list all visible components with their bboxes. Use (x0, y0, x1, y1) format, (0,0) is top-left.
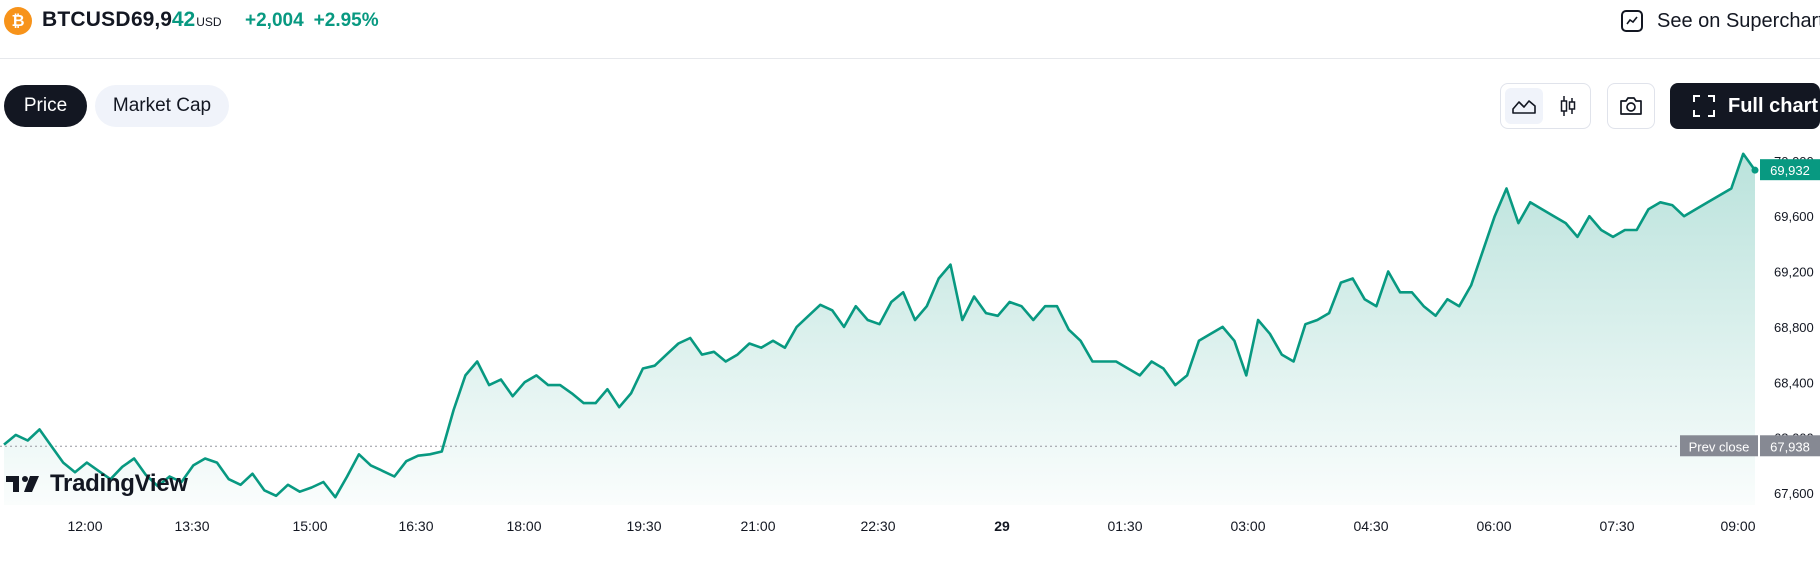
price-series-line (3, 152, 1757, 499)
x-tick-label: 21:00 (740, 518, 775, 534)
current-price-label-bg (1760, 159, 1820, 181)
symbol-header: ₿ BTCUSD 69,942USD +2,004 +2.95% See on S… (0, 0, 1820, 59)
price-area-fill (4, 153, 1755, 506)
x-tick-label: 12:00 (67, 518, 102, 534)
x-tick-label: 16:30 (398, 518, 433, 534)
tradingview-watermark: TradingView (6, 470, 188, 498)
x-tick-label: 01:30 (1107, 518, 1142, 534)
full-chart-label: Full chart (1728, 94, 1819, 117)
last-price: 69,942USD (131, 8, 222, 32)
expand-icon (1693, 95, 1715, 117)
x-tick-label: 03:00 (1230, 518, 1265, 534)
x-tick-label: 29 (994, 518, 1010, 534)
y-tick-label: 68,400 (1774, 375, 1814, 390)
current-price-label: 69,932 (1770, 163, 1810, 178)
line-chart-square-icon (1621, 10, 1643, 32)
supercharts-label: See on Supercharts (1657, 9, 1820, 32)
x-tick-label: 09:00 (1720, 518, 1755, 534)
x-tick-label: 19:30 (626, 518, 661, 534)
bitcoin-icon: ₿ (4, 7, 32, 35)
x-tick-label: 07:30 (1599, 518, 1634, 534)
camera-icon[interactable] (1607, 83, 1655, 129)
area-chart-icon[interactable] (1505, 88, 1543, 124)
last-price-point (1751, 166, 1759, 174)
y-tick-label: 67,600 (1774, 486, 1814, 501)
tab-price[interactable]: Price (4, 85, 87, 127)
prev-close-tag-bg (1680, 435, 1758, 457)
x-tick-label: 06:00 (1476, 518, 1511, 534)
symbol-name: BTCUSD (42, 8, 131, 31)
y-tick-label: 69,600 (1774, 209, 1814, 224)
x-tick-label: 04:30 (1353, 518, 1388, 534)
tab-market-cap[interactable]: Market Cap (95, 85, 229, 127)
x-tick-label: 15:00 (292, 518, 327, 534)
y-tick-label: 68,800 (1774, 320, 1814, 335)
tradingview-logo (6, 476, 39, 492)
x-tick-label: 18:00 (506, 518, 541, 534)
chart-type-switcher (1500, 83, 1591, 129)
change-percent: +2.95% (313, 10, 379, 31)
see-on-supercharts-link[interactable]: See on Supercharts (1621, 6, 1820, 36)
price-tail: 42 (171, 8, 196, 31)
prev-close-label-bg (1760, 435, 1820, 457)
prev-close-tag: Prev close (1689, 439, 1750, 454)
candlestick-icon[interactable] (1549, 88, 1587, 124)
change-absolute: +2,004 (245, 10, 304, 31)
y-tick-label: 69,200 (1774, 265, 1814, 280)
currency-label: USD (196, 15, 222, 29)
watermark-text: TradingView (50, 470, 188, 497)
x-tick-label: 22:30 (860, 518, 895, 534)
price-main: 69,9 (131, 8, 172, 31)
full-chart-button[interactable]: Full chart (1670, 83, 1820, 129)
prev-close-label: 67,938 (1770, 439, 1810, 454)
x-tick-label: 13:30 (174, 518, 209, 534)
price-change: +2,004 +2.95% (245, 10, 389, 32)
